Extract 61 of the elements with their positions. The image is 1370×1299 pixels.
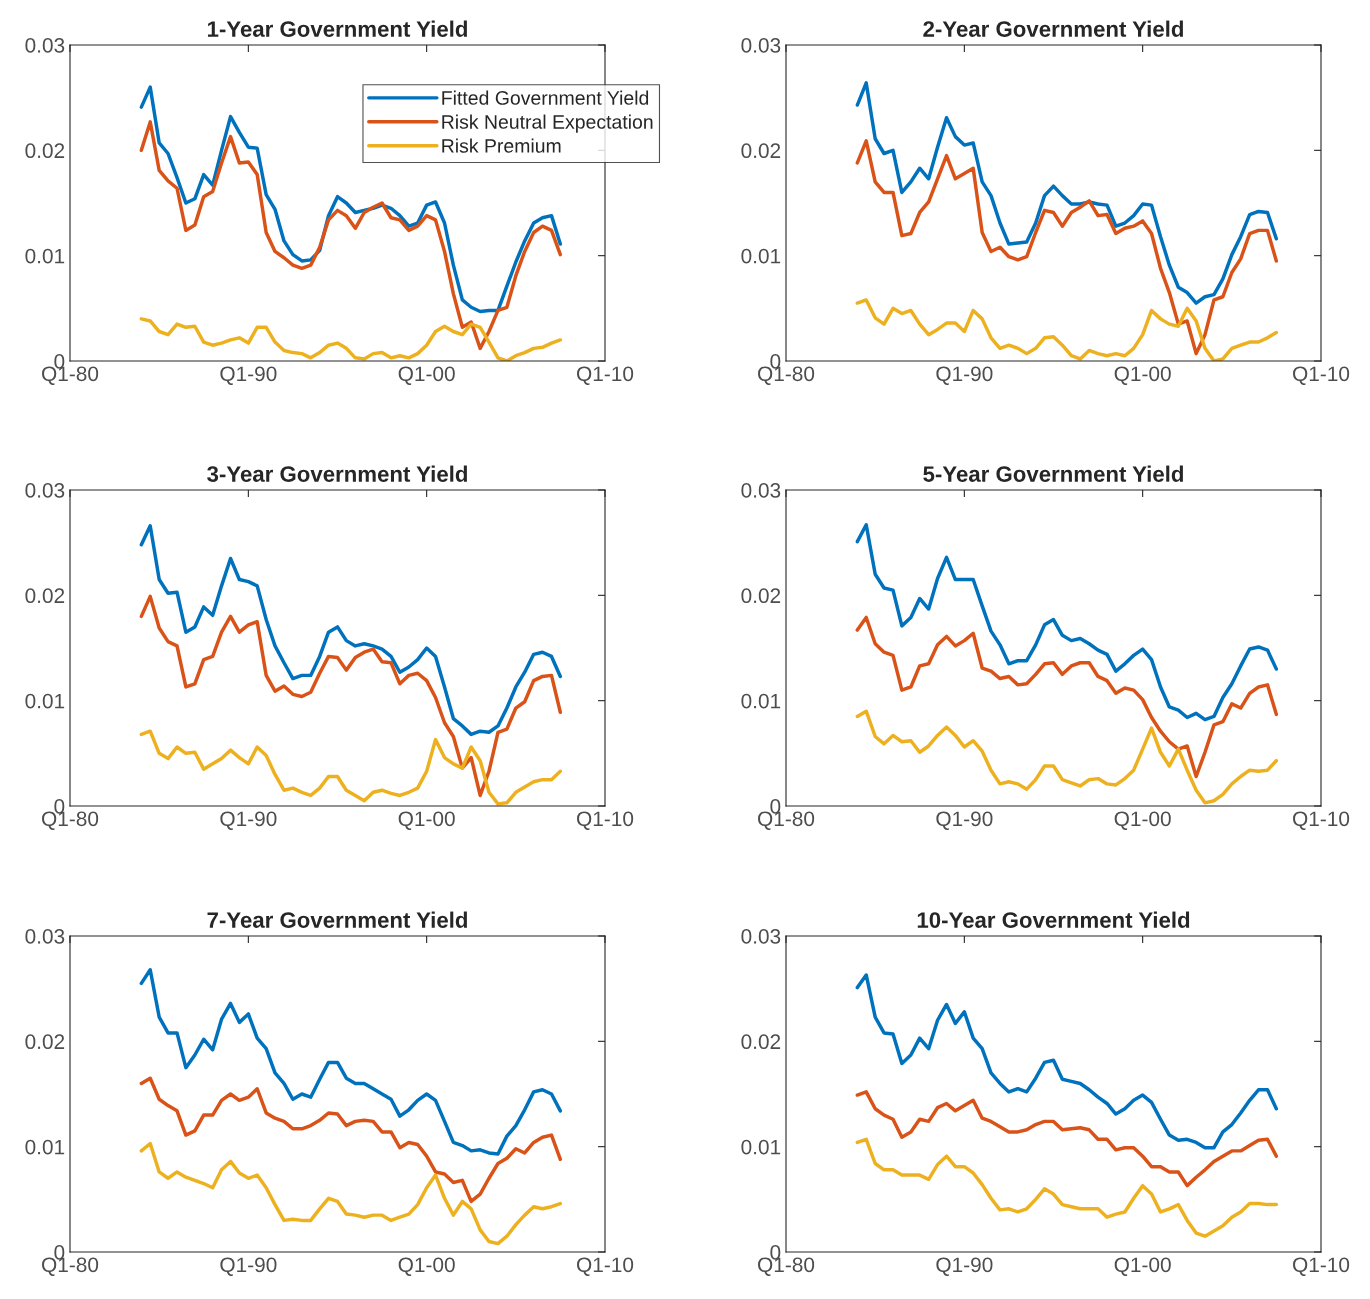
- x-tick-label: Q1-90: [936, 811, 993, 830]
- x-tick-label: Q1-00: [1114, 1257, 1171, 1276]
- y-tick-label: 0.03: [741, 929, 781, 944]
- x-tick-label: Q1-00: [398, 811, 455, 830]
- line-series: [139, 317, 563, 361]
- line-series: [855, 709, 1279, 805]
- x-tick-label: Q1-00: [1114, 811, 1171, 830]
- line-series: [855, 1137, 1279, 1238]
- line-series: [855, 615, 1279, 779]
- x-tick-label: Q1-90: [220, 366, 277, 385]
- y-tick-label: 0.02: [741, 143, 781, 159]
- x-tick-label: Q1-10: [577, 366, 634, 385]
- y-tick-label: 0.01: [25, 693, 65, 709]
- x-tick-label: Q1-10: [577, 811, 634, 830]
- chart-title: 1-Year Government Yield: [207, 20, 467, 37]
- y-tick-label: 0.03: [25, 929, 65, 944]
- line-series: [855, 973, 1279, 1150]
- y-tick-label: 0.02: [741, 1034, 781, 1050]
- legend-label: Fitted Government Yield: [442, 90, 649, 105]
- line-series: [139, 594, 563, 798]
- line-series: [139, 967, 563, 1156]
- y-tick-label: 0.02: [25, 1034, 65, 1050]
- x-tick-label: Q1-10: [1293, 1257, 1350, 1276]
- chart-title: 3-Year Government Yield: [207, 465, 467, 482]
- line-series: [855, 523, 1279, 722]
- y-tick-label: 0.03: [25, 483, 65, 498]
- y-tick-label: 0.03: [741, 38, 781, 53]
- chart-title: 7-Year Government Yield: [207, 911, 467, 928]
- x-tick-label: Q1-10: [1293, 366, 1350, 385]
- x-tick-label: Q1-10: [577, 1257, 634, 1276]
- x-tick-label: Q1-90: [220, 1257, 277, 1276]
- y-tick-label: 0.01: [741, 248, 781, 264]
- line-series: [855, 298, 1279, 361]
- chart-title: 5-Year Government Yield: [923, 465, 1183, 482]
- y-tick-label: 0.01: [741, 1139, 781, 1155]
- x-tick-label: Q1-90: [220, 811, 277, 830]
- chart-title: 2-Year Government Yield: [923, 20, 1183, 37]
- y-tick-label: 0.02: [25, 588, 65, 604]
- x-tick-label: Q1-00: [398, 1257, 455, 1276]
- line-series: [855, 1090, 1279, 1188]
- y-tick-label: 0.03: [25, 38, 65, 53]
- line-series: [139, 729, 563, 806]
- y-tick-label: 0.01: [25, 248, 65, 264]
- line-series: [855, 139, 1279, 356]
- x-tick-label: Q1-90: [936, 366, 993, 385]
- chart-title: 10-Year Government Yield: [917, 911, 1190, 928]
- line-series: [855, 81, 1279, 305]
- x-tick-label: Q1-00: [398, 366, 455, 385]
- x-tick-label: Q1-90: [936, 1257, 993, 1276]
- y-tick-label: 0.01: [25, 1139, 65, 1155]
- legend-label: Risk Premium: [442, 138, 561, 153]
- legend-label: Risk Neutral Expectation: [442, 114, 653, 133]
- y-tick-label: 0.02: [741, 588, 781, 604]
- line-series: [139, 1141, 563, 1246]
- y-tick-label: 0.03: [741, 483, 781, 498]
- x-tick-label: Q1-00: [1114, 366, 1171, 385]
- x-tick-label: Q1-10: [1293, 811, 1350, 830]
- y-tick-label: 0.02: [25, 143, 65, 159]
- line-series: [139, 524, 563, 737]
- y-tick-label: 0.01: [741, 693, 781, 709]
- line-series: [139, 1076, 563, 1204]
